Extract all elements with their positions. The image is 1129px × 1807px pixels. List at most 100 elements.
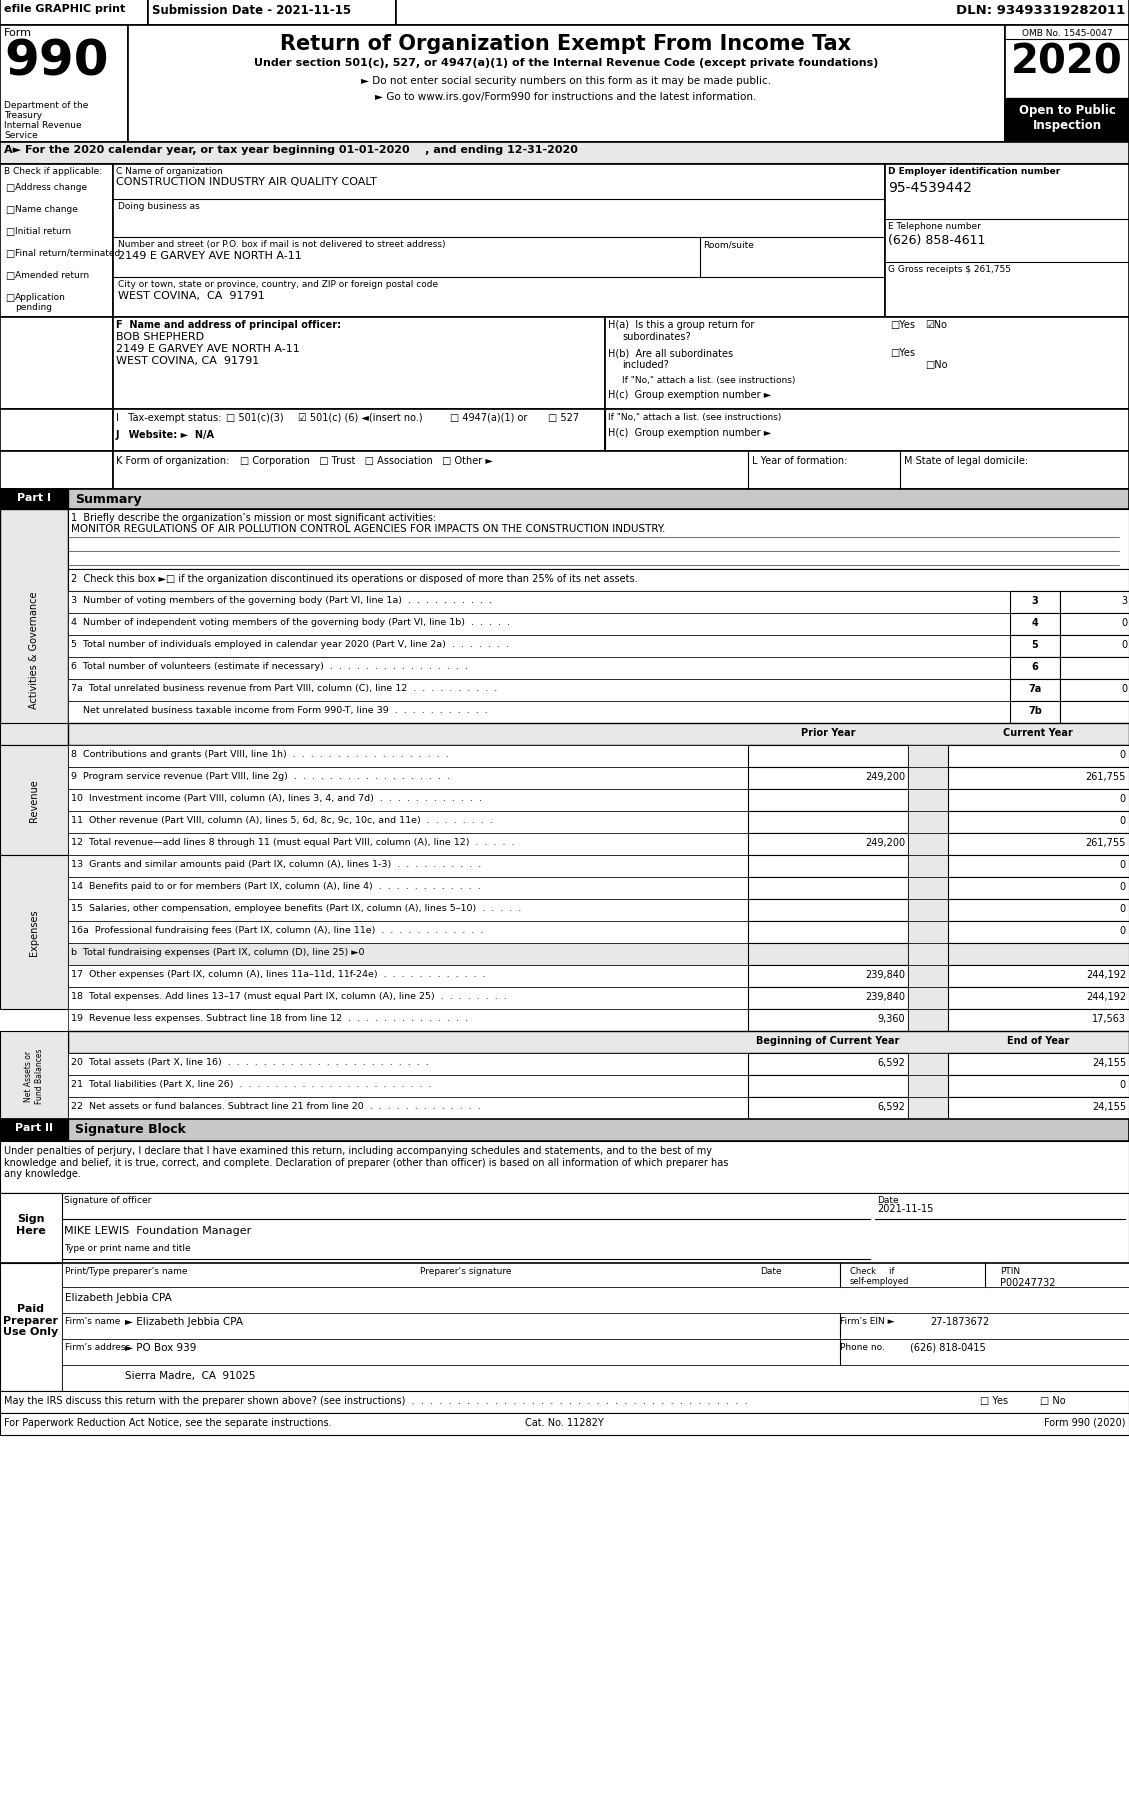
Bar: [68, 658, 1010, 679]
Bar: [749, 1053, 908, 1075]
Bar: [0, 1263, 1129, 1391]
Bar: [68, 768, 749, 790]
Bar: [1060, 591, 1129, 614]
Bar: [68, 1032, 1129, 1053]
Bar: [908, 1053, 948, 1075]
Bar: [68, 614, 1010, 636]
Text: Submission Date - 2021-11-15: Submission Date - 2021-11-15: [152, 4, 351, 16]
Bar: [948, 943, 1129, 965]
Bar: [749, 768, 908, 790]
Text: H(c)  Group exemption number ►: H(c) Group exemption number ►: [609, 428, 771, 437]
Text: Name change: Name change: [15, 204, 78, 213]
Text: May the IRS discuss this return with the preparer shown above? (see instructions: May the IRS discuss this return with the…: [5, 1395, 747, 1406]
Text: 6,592: 6,592: [877, 1102, 905, 1111]
Text: 239,840: 239,840: [865, 970, 905, 979]
Bar: [0, 410, 113, 452]
Text: 3  Number of voting members of the governing body (Part VI, line 1a)  .  .  .  .: 3 Number of voting members of the govern…: [71, 596, 492, 605]
Text: Under section 501(c), 527, or 4947(a)(1) of the Internal Revenue Code (except pr: Under section 501(c), 527, or 4947(a)(1)…: [254, 58, 878, 69]
Text: L Year of formation:: L Year of formation:: [752, 455, 848, 466]
Text: □: □: [5, 249, 15, 258]
Text: Part II: Part II: [15, 1122, 53, 1133]
Text: Firm’s name: Firm’s name: [65, 1315, 121, 1325]
Bar: [948, 987, 1129, 1010]
Bar: [1005, 25, 1129, 143]
Bar: [908, 965, 948, 987]
Text: Elizabeth Jebbia CPA: Elizabeth Jebbia CPA: [65, 1292, 172, 1303]
Text: J   Website: ►  N/A: J Website: ► N/A: [116, 430, 215, 439]
Bar: [1005, 99, 1129, 143]
Bar: [62, 1339, 1129, 1366]
Bar: [1060, 701, 1129, 723]
Text: b  Total fundraising expenses (Part IX, column (D), line 25) ►0: b Total fundraising expenses (Part IX, c…: [71, 947, 365, 956]
Text: □Yes: □Yes: [890, 320, 914, 331]
Text: □ Corporation   □ Trust   □ Association   □ Other ►: □ Corporation □ Trust □ Association □ Ot…: [240, 455, 493, 466]
Text: 21  Total liabilities (Part X, line 26)  .  .  .  .  .  .  .  .  .  .  .  .  .  : 21 Total liabilities (Part X, line 26) .…: [71, 1079, 431, 1088]
Text: ☑ 501(c) (6) ◄(insert no.): ☑ 501(c) (6) ◄(insert no.): [298, 412, 422, 423]
Bar: [948, 900, 1129, 922]
Bar: [948, 768, 1129, 790]
Text: PTIN: PTIN: [1000, 1267, 1021, 1276]
Text: Form: Form: [5, 27, 32, 38]
Text: 4: 4: [1032, 618, 1039, 627]
Bar: [749, 922, 908, 943]
Text: 16a  Professional fundraising fees (Part IX, column (A), line 11e)  .  .  .  .  : 16a Professional fundraising fees (Part …: [71, 925, 483, 934]
Text: H(c)  Group exemption number ►: H(c) Group exemption number ►: [609, 390, 771, 399]
Text: Firm’s EIN ►: Firm’s EIN ►: [840, 1315, 894, 1325]
Bar: [148, 0, 396, 25]
Text: efile GRAPHIC print: efile GRAPHIC print: [5, 4, 125, 14]
Text: M State of legal domicile:: M State of legal domicile:: [904, 455, 1029, 466]
Text: 244,192: 244,192: [1086, 992, 1126, 1001]
Bar: [0, 510, 68, 790]
Text: 2149 E GARVEY AVE NORTH A-11: 2149 E GARVEY AVE NORTH A-11: [119, 251, 301, 260]
Bar: [113, 410, 605, 452]
Text: 14  Benefits paid to or for members (Part IX, column (A), line 4)  .  .  .  .  .: 14 Benefits paid to or for members (Part…: [71, 882, 481, 891]
Text: 0: 0: [1121, 640, 1127, 651]
Bar: [68, 811, 749, 833]
Bar: [1010, 614, 1060, 636]
Bar: [113, 452, 1129, 490]
Text: 0: 0: [1121, 618, 1127, 627]
Bar: [68, 790, 749, 811]
Text: Under penalties of perjury, I declare that I have examined this return, includin: Under penalties of perjury, I declare th…: [5, 1146, 728, 1178]
Text: P00247732: P00247732: [1000, 1278, 1056, 1287]
Bar: [68, 965, 749, 987]
Bar: [0, 318, 113, 410]
Bar: [1010, 701, 1060, 723]
Text: G Gross receipts $ 261,755: G Gross receipts $ 261,755: [889, 266, 1010, 275]
Bar: [68, 591, 1010, 614]
Text: Cat. No. 11282Y: Cat. No. 11282Y: [525, 1417, 603, 1428]
Bar: [908, 1010, 948, 1032]
Bar: [68, 510, 1129, 569]
Text: □ 501(c)(3): □ 501(c)(3): [226, 412, 283, 423]
Text: 0: 0: [1120, 1079, 1126, 1090]
Text: BOB SHEPHERD: BOB SHEPHERD: [116, 332, 204, 342]
Bar: [749, 811, 908, 833]
Text: Type or print name and title: Type or print name and title: [64, 1243, 191, 1252]
Text: □: □: [5, 293, 15, 304]
Text: □: □: [5, 183, 15, 193]
Text: E Telephone number: E Telephone number: [889, 222, 981, 231]
Bar: [68, 987, 749, 1010]
Text: Room/suite: Room/suite: [703, 240, 754, 249]
Text: 4  Number of independent voting members of the governing body (Part VI, line 1b): 4 Number of independent voting members o…: [71, 618, 510, 627]
Text: Form 990 (2020): Form 990 (2020): [1043, 1417, 1124, 1428]
Text: Address change: Address change: [15, 183, 87, 192]
Text: ► PO Box 939: ► PO Box 939: [125, 1343, 196, 1352]
Text: Net Assets or
Fund Balances: Net Assets or Fund Balances: [25, 1048, 44, 1102]
Bar: [908, 1097, 948, 1119]
Text: 5  Total number of individuals employed in calendar year 2020 (Part V, line 2a) : 5 Total number of individuals employed i…: [71, 640, 509, 649]
Bar: [749, 987, 908, 1010]
Bar: [1060, 658, 1129, 679]
Bar: [0, 490, 68, 510]
Text: 2021-11-15: 2021-11-15: [877, 1203, 934, 1212]
Text: □ No: □ No: [1040, 1395, 1066, 1406]
Text: 0: 0: [1121, 683, 1127, 694]
Bar: [948, 811, 1129, 833]
Text: 95-4539442: 95-4539442: [889, 181, 972, 195]
Text: WEST COVINA, CA  91791: WEST COVINA, CA 91791: [116, 356, 260, 365]
Bar: [0, 25, 128, 143]
Text: 3: 3: [1032, 596, 1039, 605]
Bar: [1010, 591, 1060, 614]
Text: Date: Date: [877, 1196, 899, 1203]
Text: Open to Public
Inspection: Open to Public Inspection: [1018, 105, 1115, 132]
